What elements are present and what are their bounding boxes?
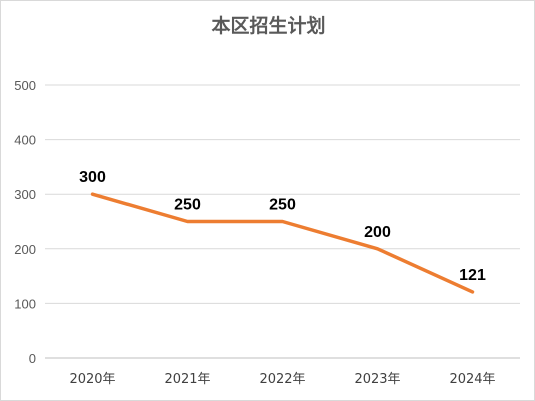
x-tick-label: 2020年 bbox=[69, 372, 115, 387]
data-label: 250 bbox=[269, 197, 296, 214]
x-axis-ticks: 2020年 2021年 2022年 2023年 2024年 bbox=[69, 372, 495, 387]
y-tick-label: 500 bbox=[14, 78, 36, 93]
y-tick-label: 0 bbox=[29, 351, 36, 366]
y-tick-label: 400 bbox=[14, 133, 36, 148]
gridlines bbox=[45, 84, 520, 359]
data-label: 200 bbox=[364, 224, 391, 241]
chart-title: 本区招生计划 bbox=[211, 15, 326, 37]
x-tick-label: 2023年 bbox=[354, 372, 400, 387]
y-tick-label: 200 bbox=[14, 242, 36, 257]
series-line bbox=[90, 192, 475, 294]
data-label: 300 bbox=[79, 169, 106, 186]
x-tick-label: 2022年 bbox=[259, 372, 305, 387]
y-tick-label: 300 bbox=[14, 187, 36, 202]
x-tick-label: 2021年 bbox=[164, 372, 210, 387]
y-tick-label: 100 bbox=[14, 296, 36, 311]
data-label: 250 bbox=[174, 197, 201, 214]
data-label: 121 bbox=[459, 267, 486, 284]
series-line-group bbox=[90, 192, 475, 294]
x-tick-label: 2024年 bbox=[449, 372, 495, 387]
y-axis-ticks: 0 100 200 300 400 500 bbox=[14, 78, 36, 366]
data-labels: 300 250 250 200 121 bbox=[79, 169, 486, 284]
